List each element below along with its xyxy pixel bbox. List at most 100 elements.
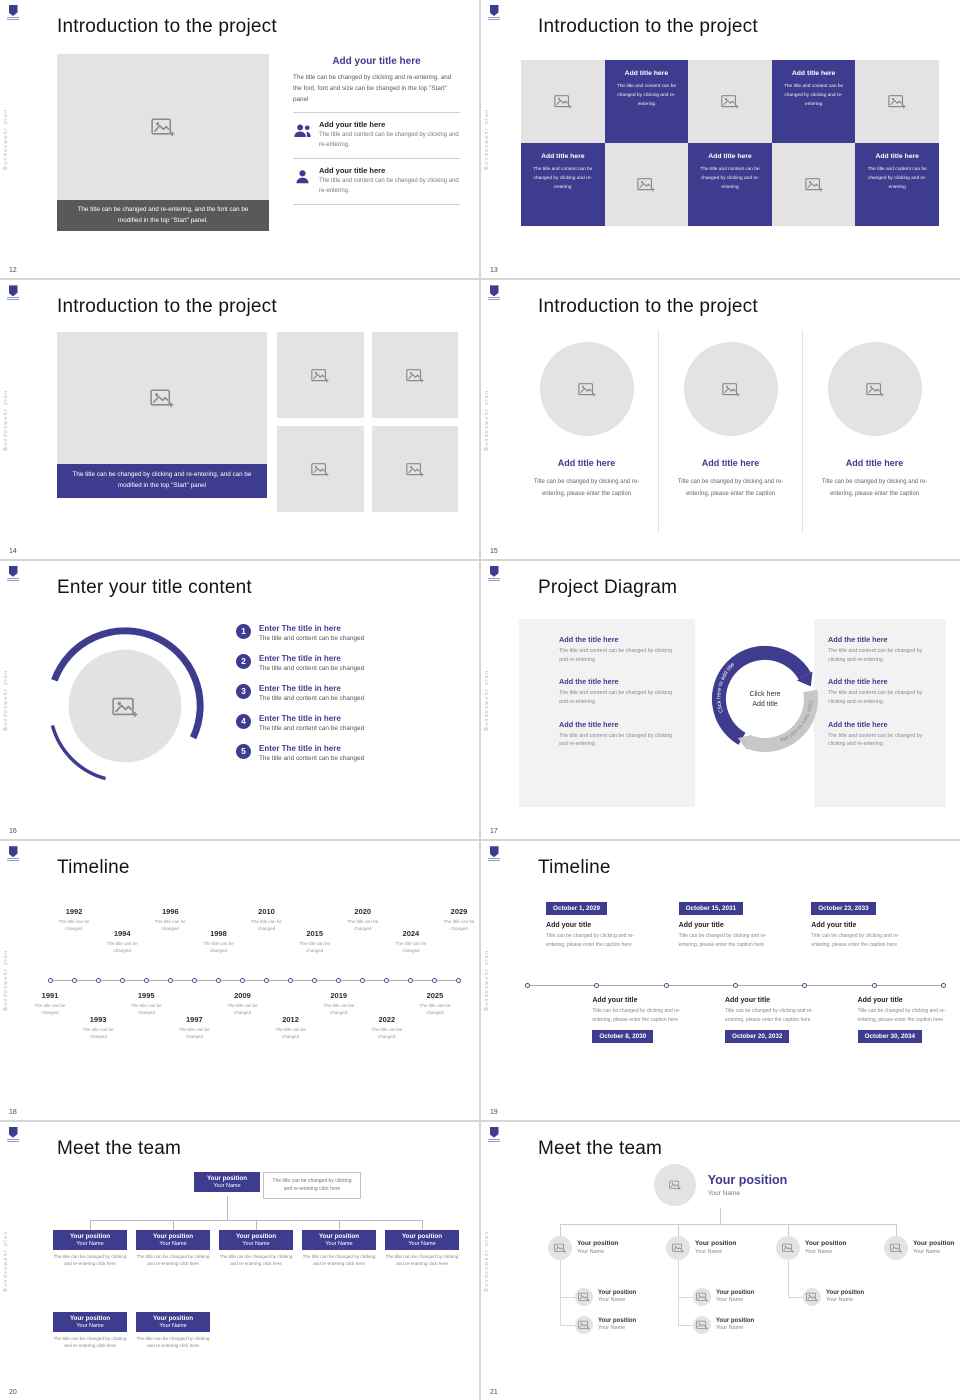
item-body: The title and content can be changed	[259, 695, 365, 703]
avatar-placeholder	[693, 1287, 711, 1306]
university-logo-icon	[5, 1126, 21, 1142]
team-member: Your position Your Name	[803, 1287, 864, 1306]
entry-caption: The title can be changed	[443, 919, 475, 932]
date-badge: October 23, 2033	[811, 902, 876, 916]
slide-13-thumbnail[interactable]: Bundeswehr plan Introduction to the proj…	[481, 0, 960, 279]
timeline-node	[288, 977, 293, 983]
checkerboard-grid: Add title here The title and content can …	[521, 60, 939, 226]
connector-line	[560, 1223, 897, 1225]
slide-16-thumbnail[interactable]: Bundeswehr plan Enter your title content…	[0, 560, 479, 840]
image-icon	[554, 1243, 566, 1253]
timeline-entry: 1994 The title can be changed	[104, 929, 140, 954]
connector-line	[788, 1259, 789, 1298]
page-number: 16	[9, 828, 17, 836]
entry-caption: The title can be changed	[130, 1003, 162, 1016]
image-placeholder	[521, 60, 605, 143]
person-icon	[293, 168, 312, 185]
slide-title: Introduction to the project	[538, 16, 758, 37]
list-item: 1 Enter The title in here The title and c…	[236, 623, 462, 642]
team-lead: Your position Your Name	[481, 1163, 960, 1206]
connector-line	[227, 1195, 228, 1220]
entry-title: Add your title	[857, 997, 903, 1005]
connector-line	[339, 1219, 340, 1230]
team-member: Your position Your Name	[666, 1235, 736, 1260]
people-icon	[293, 122, 312, 139]
item-title: Enter The title in here	[259, 653, 341, 663]
university-logo-icon	[486, 565, 502, 581]
position-label: Your position	[69, 1232, 111, 1240]
timeline-node	[384, 977, 389, 983]
date-badge: October 20, 2032	[724, 1030, 790, 1044]
slide-12-thumbnail[interactable]: Bundeswehr plan Introduction to the proj…	[0, 0, 479, 279]
item-number: 5	[236, 743, 251, 759]
timeline-node	[594, 982, 600, 988]
name-label: Your Name	[325, 1240, 353, 1247]
connector-line	[90, 1219, 91, 1230]
image-placeholder	[57, 54, 269, 200]
avatar-placeholder	[575, 1287, 593, 1306]
year-label: 2022	[378, 1015, 396, 1025]
timeline-entry: 2010 The title can be changed	[249, 907, 285, 932]
item-body: The title and content can be changed by …	[828, 732, 923, 748]
image-icon	[696, 1320, 708, 1330]
timeline-node	[216, 977, 221, 983]
timeline-entry: 1991 The title can be changed	[32, 991, 68, 1016]
timeline-entry: 1997 The title can be changed	[176, 1015, 212, 1040]
org-member: Your position Your Name The title can be c…	[136, 1229, 210, 1268]
slide-20-thumbnail[interactable]: Bundeswehr plan Meet the team Your posit…	[0, 1121, 479, 1400]
name-label: Your Name	[913, 1248, 941, 1255]
team-member: Your position Your Name	[884, 1235, 954, 1260]
image-placeholder	[57, 332, 267, 465]
connector-line	[422, 1219, 423, 1230]
year-label: 1996	[161, 907, 179, 917]
list-item: Add the title here The title and content …	[828, 677, 934, 706]
tile-body: The title and content can be changed by …	[700, 167, 760, 191]
tile-body: The title and content can be changed by …	[533, 167, 593, 191]
tile-body: The title and content can be changed by …	[616, 84, 676, 108]
slide-15-thumbnail[interactable]: Bundeswehr plan Introduction to the proj…	[481, 280, 960, 559]
slide-title: Enter your title content	[57, 576, 252, 598]
slide-18-thumbnail[interactable]: Bundeswehr plan Timeline 1991 The title c…	[0, 841, 479, 1120]
timeline-node	[120, 977, 125, 983]
item-number: 1	[236, 623, 251, 639]
position-label: Your position	[206, 1174, 248, 1182]
timeline-entry: 2012 The title can be changed	[273, 1015, 309, 1040]
connector-line	[788, 1223, 789, 1236]
item-title: Add the title here	[828, 634, 888, 644]
timeline-entry: Add your title Title can be changed by c…	[724, 997, 826, 1044]
image-column: The title can be changed by clicking and…	[57, 332, 267, 498]
timeline-entry: 2020 The title can be changed	[345, 907, 381, 932]
timeline-entry: 1992 The title can be changed	[56, 907, 92, 932]
university-logo-icon	[5, 5, 21, 20]
image-placeholder	[371, 426, 458, 513]
name-label: Your Name	[707, 1189, 740, 1197]
team-member: Your position Your Name	[776, 1235, 846, 1260]
timeline-node	[336, 977, 341, 983]
entry-caption: Title can be changed by clicking and re-…	[724, 1008, 813, 1023]
entry-caption: Title can be changed by clicking and re-…	[811, 933, 900, 948]
entry-title: Add your title	[811, 922, 857, 930]
item-body: The title and content can be changed by …	[559, 732, 673, 748]
position-label: Your position	[598, 1317, 637, 1324]
slide-21-thumbnail[interactable]: Bundeswehr plan Meet the team Your posit…	[481, 1121, 960, 1400]
slide-14-thumbnail[interactable]: Bundeswehr plan Introduction to the proj…	[0, 280, 479, 559]
university-logo-icon	[5, 846, 21, 862]
timeline-entry: 1993 The title can be changed	[80, 1015, 116, 1040]
image-placeholder	[371, 332, 458, 419]
timeline-node	[663, 982, 669, 988]
timeline-axis	[50, 980, 459, 982]
text-column: Add your title here The title can be cha…	[293, 56, 460, 206]
list-item: Add the title here The title and content …	[559, 677, 679, 706]
item-body: The title and content can be changed by …	[319, 178, 459, 194]
timeline-entry: Add your title Title can be changed by c…	[857, 997, 959, 1044]
position-label: Your position	[69, 1314, 111, 1322]
image-icon	[806, 1292, 818, 1302]
image-icon	[637, 177, 655, 192]
position-label: Your position	[707, 1172, 788, 1187]
slide-17-thumbnail[interactable]: Bundeswehr plan Project Diagram Add the …	[481, 560, 960, 840]
slide-19-thumbnail[interactable]: Bundeswehr plan Timeline October 1, 2029…	[481, 841, 960, 1120]
entry-caption: The title can be changed	[203, 941, 234, 954]
vertical-label: Bundeswehr plan	[484, 949, 490, 1011]
vertical-label: Bundeswehr plan	[484, 108, 490, 170]
entry-caption: The title can be changed	[275, 1027, 306, 1040]
